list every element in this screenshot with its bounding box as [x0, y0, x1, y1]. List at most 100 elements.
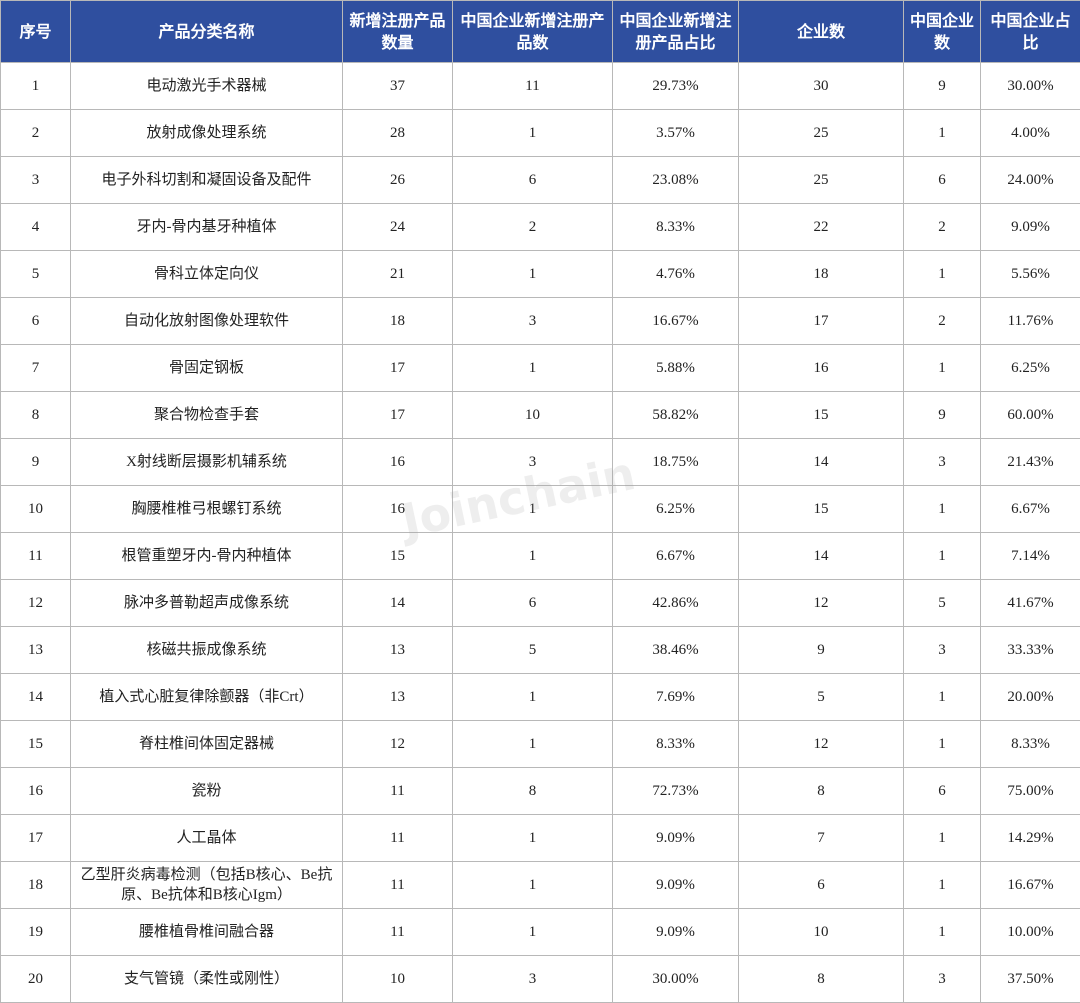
- table-cell: 1: [904, 674, 981, 721]
- table-cell: 58.82%: [613, 392, 739, 439]
- table-cell: 6: [453, 580, 613, 627]
- table-cell: 1: [453, 251, 613, 298]
- table-cell: 33.33%: [981, 627, 1080, 674]
- table-cell: 4.76%: [613, 251, 739, 298]
- table-cell: 38.46%: [613, 627, 739, 674]
- table-cell: 6: [739, 862, 904, 909]
- table-cell: 16.67%: [981, 862, 1080, 909]
- table-cell: 13: [1, 627, 71, 674]
- table-cell: 21.43%: [981, 439, 1080, 486]
- table-cell: 6: [904, 157, 981, 204]
- table-cell: 4.00%: [981, 110, 1080, 157]
- table-cell: 4: [1, 204, 71, 251]
- table-cell: 28: [343, 110, 453, 157]
- table-cell: 14: [343, 580, 453, 627]
- table-cell: 30: [739, 63, 904, 110]
- table-cell: X射线断层摄影机辅系统: [71, 439, 343, 486]
- table-cell: 1: [904, 486, 981, 533]
- table-cell: 14: [1, 674, 71, 721]
- table-cell: 15: [739, 486, 904, 533]
- table-cell: 42.86%: [613, 580, 739, 627]
- table-cell: 根管重塑牙内-骨内种植体: [71, 533, 343, 580]
- table-cell: 1: [453, 674, 613, 721]
- table-cell: 41.67%: [981, 580, 1080, 627]
- table-cell: 9.09%: [981, 204, 1080, 251]
- table-cell: 1: [904, 862, 981, 909]
- table-cell: 1: [453, 110, 613, 157]
- table-cell: 1: [904, 815, 981, 862]
- table-cell: 8.33%: [613, 204, 739, 251]
- table-cell: 15: [343, 533, 453, 580]
- table-cell: 23.08%: [613, 157, 739, 204]
- table-cell: 13: [343, 674, 453, 721]
- table-cell: 瓷粉: [71, 768, 343, 815]
- table-cell: 18: [739, 251, 904, 298]
- header-cell: 序号: [1, 1, 71, 63]
- table-cell: 6.25%: [981, 345, 1080, 392]
- table-cell: 72.73%: [613, 768, 739, 815]
- table-cell: 18: [1, 862, 71, 909]
- table-cell: 17: [343, 345, 453, 392]
- table-cell: 骨科立体定向仪: [71, 251, 343, 298]
- table-cell: 2: [453, 204, 613, 251]
- table-cell: 16: [739, 345, 904, 392]
- table-cell: 3: [904, 627, 981, 674]
- table-cell: 植入式心脏复律除颤器（非Crt）: [71, 674, 343, 721]
- table-cell: 12: [739, 580, 904, 627]
- table-cell: 胸腰椎椎弓根螺钉系统: [71, 486, 343, 533]
- table-cell: 17: [343, 392, 453, 439]
- table-cell: 支气管镜（柔性或刚性）: [71, 956, 343, 1003]
- table-cell: 37.50%: [981, 956, 1080, 1003]
- table-cell: 放射成像处理系统: [71, 110, 343, 157]
- table-cell: 2: [904, 298, 981, 345]
- table-cell: 1: [1, 63, 71, 110]
- table-cell: 1: [904, 251, 981, 298]
- table-cell: 7.14%: [981, 533, 1080, 580]
- table-cell: 1: [904, 110, 981, 157]
- table-cell: 11.76%: [981, 298, 1080, 345]
- header-cell: 中国企业新增注册产品占比: [613, 1, 739, 63]
- table-cell: 26: [343, 157, 453, 204]
- table-cell: 骨固定钢板: [71, 345, 343, 392]
- header-row: 序号产品分类名称新增注册产品数量中国企业新增注册产品数中国企业新增注册产品占比企…: [1, 1, 1080, 63]
- table-cell: 1: [904, 721, 981, 768]
- table-cell: 1: [453, 862, 613, 909]
- table-cell: 1: [904, 533, 981, 580]
- table-cell: 6.67%: [613, 533, 739, 580]
- table-cell: 11: [1, 533, 71, 580]
- table-cell: 12: [343, 721, 453, 768]
- table-cell: 24: [343, 204, 453, 251]
- table-cell: 9.09%: [613, 815, 739, 862]
- table-cell: 1: [453, 909, 613, 956]
- header-cell: 中国企业数: [904, 1, 981, 63]
- table-cell: 9.09%: [613, 909, 739, 956]
- table-cell: 8: [453, 768, 613, 815]
- table-cell: 聚合物检查手套: [71, 392, 343, 439]
- table-cell: 9: [904, 63, 981, 110]
- table-cell: 9.09%: [613, 862, 739, 909]
- table-cell: 脊柱椎间体固定器械: [71, 721, 343, 768]
- table-cell: 25: [739, 157, 904, 204]
- table-cell: 3: [1, 157, 71, 204]
- table-cell: 16: [343, 486, 453, 533]
- table-cell: 30.00%: [613, 956, 739, 1003]
- table-cell: 11: [343, 815, 453, 862]
- table-cell: 10: [453, 392, 613, 439]
- header-cell: 企业数: [739, 1, 904, 63]
- table-cell: 21: [343, 251, 453, 298]
- table-cell: 1: [904, 345, 981, 392]
- table-cell: 3: [904, 439, 981, 486]
